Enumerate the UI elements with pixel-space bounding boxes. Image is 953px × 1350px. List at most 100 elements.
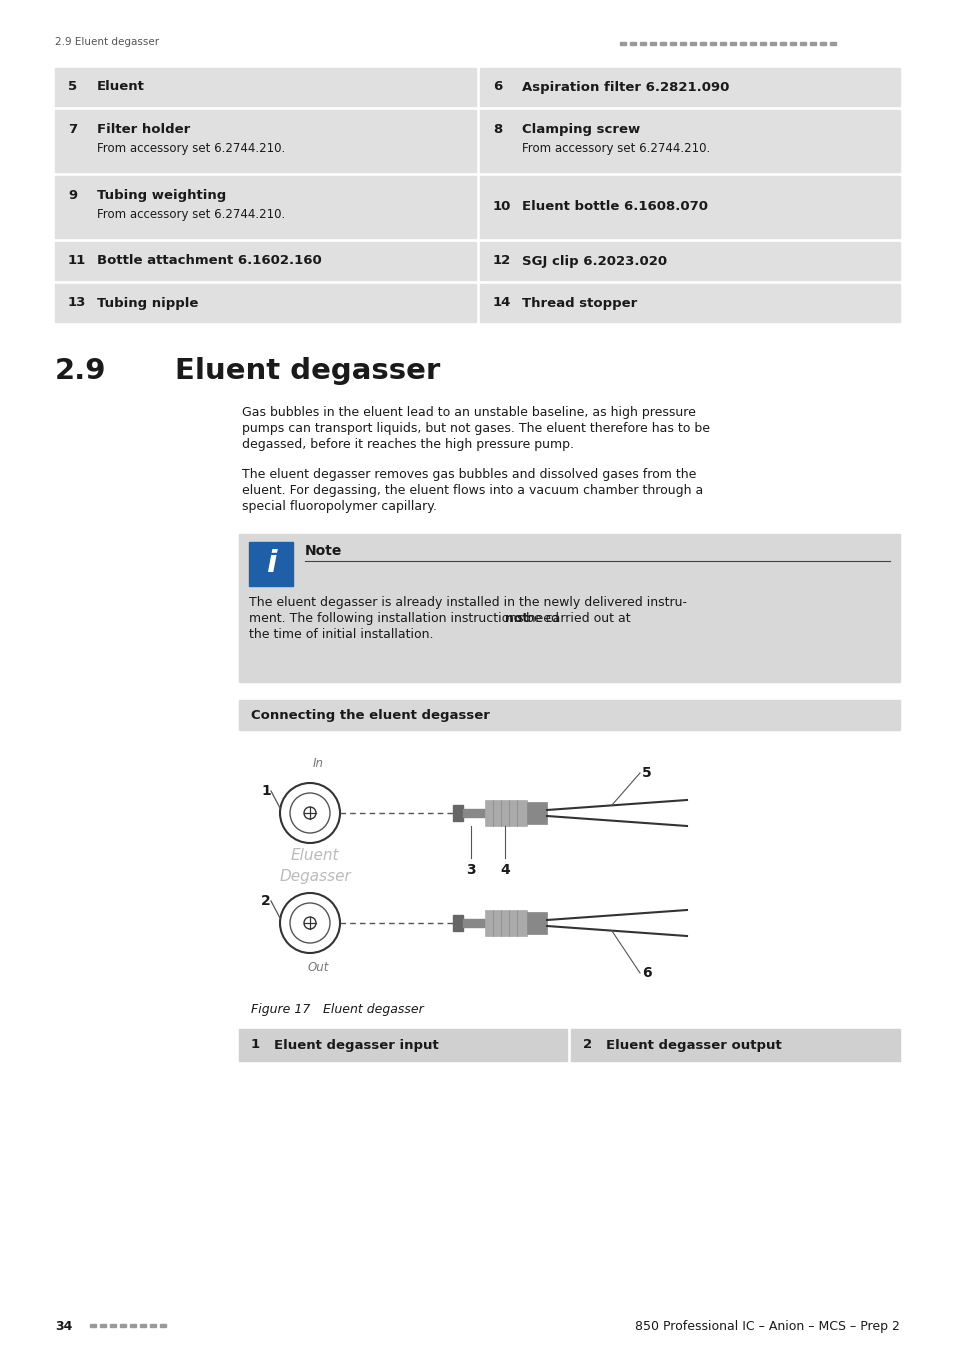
Text: Aspiration filter 6.2821.090: Aspiration filter 6.2821.090 [521,81,729,93]
Text: Eluent degasser: Eluent degasser [307,1003,423,1017]
Text: Figure 17: Figure 17 [251,1003,310,1017]
Text: degassed, before it reaches the high pressure pump.: degassed, before it reaches the high pre… [242,437,574,451]
Bar [659,42,665,45]
Text: Eluent: Eluent [97,81,145,93]
Bar [239,701,899,730]
Bar [55,242,476,279]
Bar [780,42,785,45]
Text: not: not [504,612,528,625]
Bar [55,68,476,107]
Text: 14: 14 [493,297,511,309]
Text: Filter holder: Filter holder [97,123,190,136]
Bar [749,42,755,45]
Bar [700,42,705,45]
Bar [462,919,484,927]
Bar [55,109,476,171]
Text: 5: 5 [641,765,651,780]
Text: 1: 1 [251,1038,260,1052]
Text: 2.9: 2.9 [55,356,107,385]
Text: From accessory set 6.2744.210.: From accessory set 6.2744.210. [97,208,285,221]
Bar [689,42,696,45]
Bar [150,1324,156,1327]
Bar [740,42,745,45]
Bar [479,109,899,171]
Text: 3: 3 [466,863,476,878]
Text: From accessory set 6.2744.210.: From accessory set 6.2744.210. [521,142,709,155]
Bar [249,541,293,586]
Bar [100,1324,106,1327]
Text: Gas bubbles in the eluent lead to an unstable baseline, as high pressure: Gas bubbles in the eluent lead to an uns… [242,406,695,418]
Bar [619,42,625,45]
Bar [679,42,685,45]
Bar [453,805,462,821]
Bar [484,910,526,936]
Bar [239,1029,567,1061]
Text: The eluent degasser removes gas bubbles and dissolved gases from the: The eluent degasser removes gas bubbles … [242,468,696,481]
Bar [160,1324,166,1327]
Bar [800,42,805,45]
Text: Out: Out [307,961,329,973]
Text: Eluent degasser: Eluent degasser [174,356,439,385]
Bar [479,68,899,107]
Bar [55,284,476,323]
Text: 8: 8 [493,123,501,136]
Bar [820,42,825,45]
Text: 10: 10 [493,201,511,213]
Text: In: In [313,757,323,769]
Text: Eluent degasser input: Eluent degasser input [274,1038,438,1052]
Text: Eluent bottle 6.1608.070: Eluent bottle 6.1608.070 [521,201,707,213]
Bar [769,42,775,45]
Bar [110,1324,116,1327]
Bar [729,42,735,45]
Text: 13: 13 [68,297,87,309]
Bar [479,242,899,279]
Text: Connecting the eluent degasser: Connecting the eluent degasser [251,709,489,721]
Text: 11: 11 [68,255,86,267]
Text: ment. The following installation instructions need: ment. The following installation instruc… [249,612,562,625]
Circle shape [280,783,339,842]
Bar [120,1324,126,1327]
Text: Clamping screw: Clamping screw [521,123,639,136]
Bar [720,42,725,45]
Text: 9: 9 [68,189,77,202]
Text: 2: 2 [583,1038,592,1052]
Text: special fluoropolymer capillary.: special fluoropolymer capillary. [242,500,436,513]
Text: 2: 2 [261,894,271,909]
Text: 12: 12 [493,255,511,267]
Text: Thread stopper: Thread stopper [521,297,637,309]
Text: the time of initial installation.: the time of initial installation. [249,628,433,641]
Text: The eluent degasser is already installed in the newly delivered instru-: The eluent degasser is already installed… [249,595,686,609]
Bar [829,42,835,45]
Circle shape [280,892,339,953]
Text: i: i [266,549,276,579]
Text: Tubing weighting: Tubing weighting [97,189,226,202]
Bar [479,284,899,323]
Text: SGJ clip 6.2023.020: SGJ clip 6.2023.020 [521,255,666,267]
Bar [629,42,636,45]
Bar [453,915,462,931]
Text: Eluent degasser output: Eluent degasser output [606,1038,781,1052]
Text: 4: 4 [499,863,509,878]
Bar [55,176,476,238]
Text: From accessory set 6.2744.210.: From accessory set 6.2744.210. [97,142,285,155]
Text: 5: 5 [68,81,77,93]
Text: 6: 6 [641,967,651,980]
Text: 1: 1 [261,784,271,798]
Bar [239,535,899,682]
Text: Degasser: Degasser [279,868,351,883]
Text: 7: 7 [68,123,77,136]
Bar [639,42,645,45]
Bar [789,42,795,45]
Bar [709,42,716,45]
Text: Eluent: Eluent [291,849,339,864]
Bar [140,1324,146,1327]
Bar [479,176,899,238]
Bar [526,802,546,824]
Text: Bottle attachment 6.1602.160: Bottle attachment 6.1602.160 [97,255,321,267]
Bar [462,809,484,817]
Text: be carried out at: be carried out at [522,612,630,625]
Bar [760,42,765,45]
Text: Note: Note [305,544,342,558]
Text: 2.9 Eluent degasser: 2.9 Eluent degasser [55,36,159,47]
Bar [669,42,676,45]
